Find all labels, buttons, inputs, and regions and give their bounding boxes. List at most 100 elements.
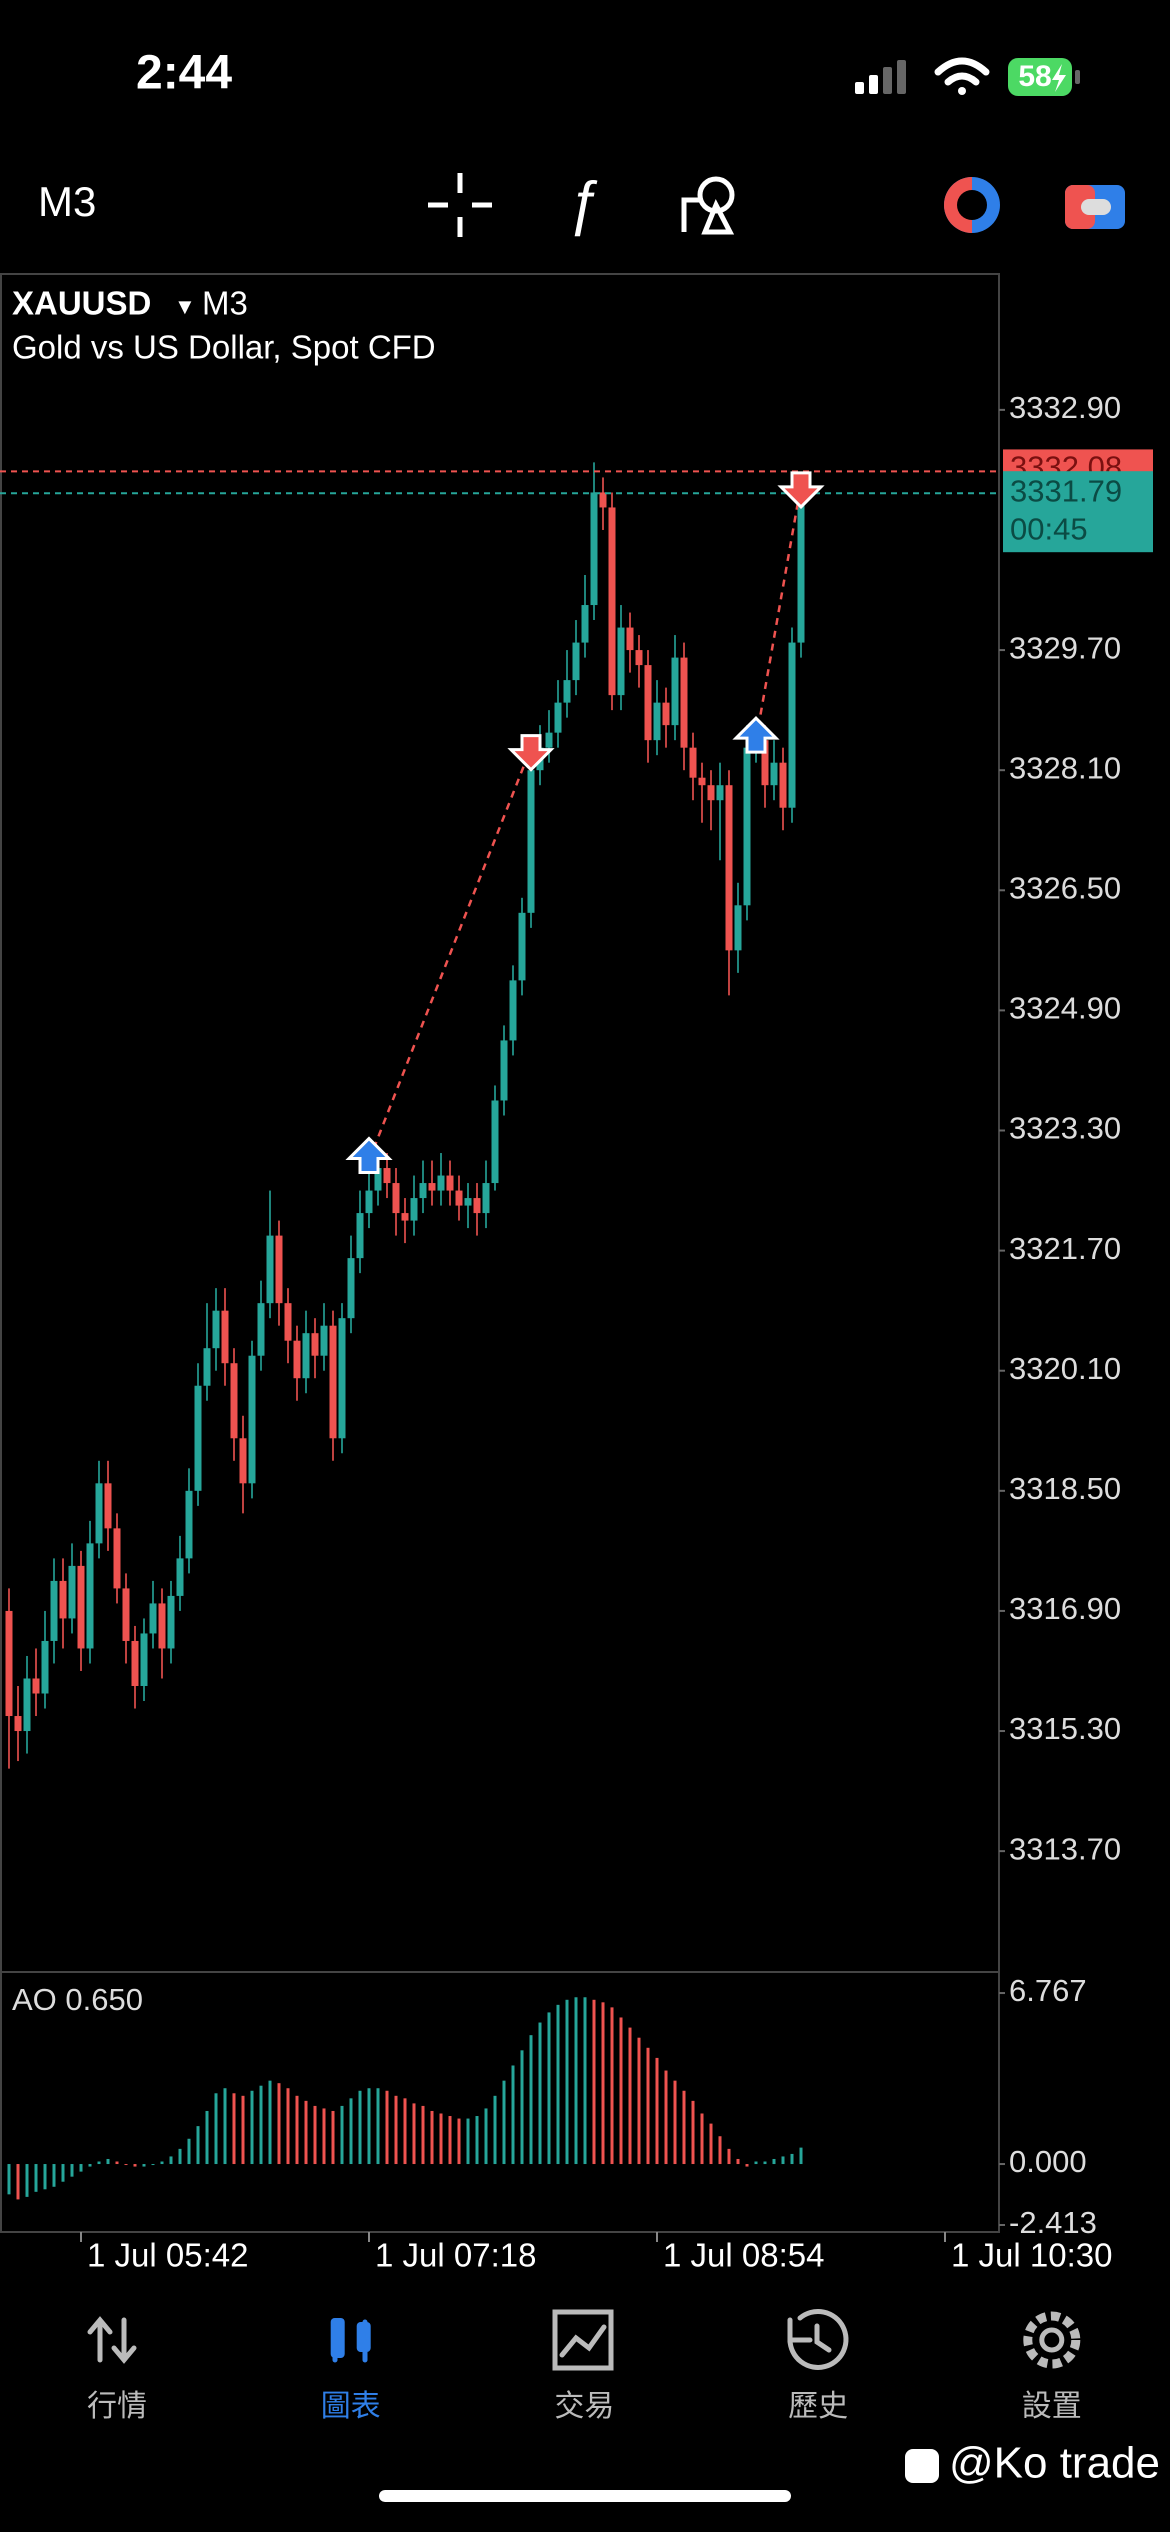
ao-bar	[790, 2153, 794, 2165]
ao-bar	[232, 2093, 236, 2165]
ao-bar	[124, 2164, 128, 2166]
ao-bar	[754, 2161, 758, 2165]
ao-bar	[682, 2090, 686, 2165]
candle-body	[50, 1580, 58, 1641]
candle-body	[176, 1558, 184, 1596]
ao-bar	[223, 2088, 227, 2165]
ao-bar	[70, 2164, 74, 2177]
x-tick-label: 1 Jul 08:54	[663, 2237, 824, 2274]
tab[interactable]: 交易	[552, 2309, 614, 2423]
candle-body	[590, 492, 598, 606]
candle-body	[167, 1595, 175, 1649]
symbol-dropdown[interactable]: ▼	[174, 294, 196, 319]
ao-bar	[16, 2164, 20, 2200]
candle-body	[275, 1235, 283, 1304]
ao-bar	[340, 2105, 344, 2165]
ao-bar	[160, 2161, 164, 2165]
candle-body	[455, 1190, 463, 1206]
candle-body	[725, 785, 733, 951]
y-tick-label: 3313.70	[1009, 1831, 1121, 1866]
ao-bar	[763, 2161, 767, 2165]
ao-bar	[115, 2161, 119, 2165]
candle-body	[392, 1183, 400, 1214]
tab-bar: 行情 圖表 交易 歷史 設置	[87, 2309, 1082, 2423]
ao-bar	[367, 2088, 371, 2165]
ao-bar	[286, 2088, 290, 2165]
ao-bar	[322, 2108, 326, 2165]
status-time: 2:44	[136, 47, 232, 100]
y-tick-label: 3316.90	[1009, 1591, 1121, 1626]
tab[interactable]: 歷史	[787, 2309, 849, 2423]
trade-link	[754, 484, 803, 741]
ao-bar	[646, 2047, 650, 2165]
objects-button[interactable]	[681, 176, 735, 235]
indicator-button[interactable]: ƒ	[566, 169, 599, 236]
candle-body	[212, 1310, 220, 1349]
tab[interactable]: 圖表	[321, 2318, 381, 2423]
candle-body	[410, 1198, 418, 1221]
toolbar-timeframe[interactable]: M3	[38, 178, 96, 225]
candle-body	[14, 1716, 22, 1732]
candle-body	[617, 627, 625, 696]
candle-body	[230, 1363, 238, 1439]
ao-bar	[97, 2161, 101, 2165]
candle-body	[68, 1565, 76, 1619]
candle-body	[653, 702, 661, 741]
bid-tag-label: 3331.79	[1010, 473, 1122, 508]
tab[interactable]: 行情	[87, 2316, 147, 2423]
candle-body	[689, 747, 697, 778]
ao-bar	[241, 2095, 245, 2165]
tab[interactable]: 設置	[1022, 2311, 1082, 2423]
ao-bar	[250, 2090, 254, 2165]
candle-body	[239, 1438, 247, 1484]
candle-body	[293, 1340, 301, 1379]
candle-body	[221, 1310, 229, 1364]
tab-label: 歷史	[788, 2390, 848, 2423]
candle-body	[770, 762, 778, 786]
ao-bar	[214, 2093, 218, 2165]
y-tick-label: 3323.30	[1009, 1111, 1121, 1146]
account-button[interactable]	[1065, 185, 1125, 229]
trade-arrow	[777, 471, 825, 510]
candle-body	[626, 627, 634, 651]
candle-body	[59, 1580, 67, 1619]
candle-body	[572, 642, 580, 681]
ao-bar	[169, 2156, 173, 2165]
candle-body	[32, 1678, 40, 1694]
candle-body	[698, 777, 706, 786]
candle-body	[554, 702, 562, 733]
ao-bar	[295, 2095, 299, 2165]
ao-bar	[601, 2002, 605, 2165]
ao-bar	[592, 1999, 596, 2165]
ao-bar	[781, 2156, 785, 2165]
candle-body	[797, 493, 805, 643]
candle-body	[518, 912, 526, 981]
trade-arrow	[732, 716, 780, 754]
candle-body	[707, 785, 715, 801]
candle-body	[77, 1565, 85, 1649]
candle-body	[428, 1183, 436, 1191]
ao-bar	[187, 2138, 191, 2165]
candle-body	[329, 1325, 337, 1439]
candle-body	[482, 1183, 490, 1214]
y-tick-label: 3315.30	[1009, 1711, 1121, 1746]
candle-body	[716, 785, 724, 801]
ao-bar	[484, 2108, 488, 2165]
ao-bar	[574, 1997, 578, 2165]
candle-body	[284, 1303, 292, 1341]
ao-bar	[358, 2090, 362, 2165]
ao-bar	[619, 2017, 623, 2165]
y-tick-label: 3328.10	[1009, 750, 1121, 785]
chart-description: Gold vs US Dollar, Spot CFD	[12, 329, 436, 366]
ao-bar	[376, 2088, 380, 2165]
clock-button[interactable]	[944, 177, 1000, 233]
ao-bar	[637, 2037, 641, 2165]
ao-bar	[529, 2035, 533, 2165]
ao-bar	[691, 2100, 695, 2165]
candle-body	[365, 1190, 373, 1214]
crosshair-button[interactable]	[428, 173, 492, 237]
candle-body	[338, 1318, 346, 1439]
candle-body	[662, 702, 670, 726]
